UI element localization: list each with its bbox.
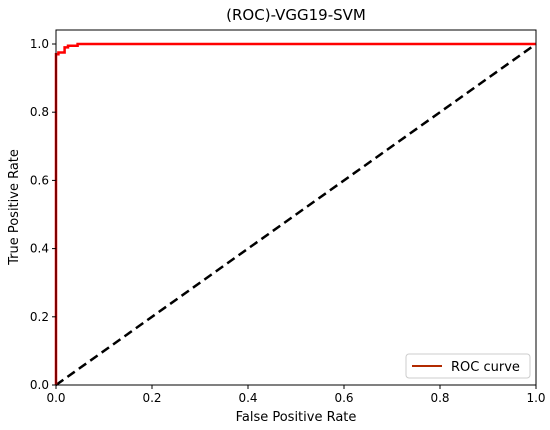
roc-curve-line: [54, 42, 536, 385]
x-axis-label: False Positive Rate: [236, 410, 357, 425]
series-layer: [54, 42, 537, 387]
y-tick-label: 0.0: [30, 378, 49, 392]
x-tick-label: 1.0: [526, 391, 545, 405]
x-axis-ticks: 0.0 0.2 0.4 0.6 0.8 1.0: [46, 385, 546, 405]
legend-label-roc-curve: ROC curve: [451, 360, 520, 375]
chart-title: (ROC)-VGG19-SVM: [226, 6, 366, 24]
legend-box: [405, 353, 531, 379]
y-tick-label: 1.0: [30, 37, 49, 51]
y-tick-label: 0.8: [30, 105, 49, 119]
y-tick-label: 0.6: [30, 173, 49, 187]
plot-area: [54, 29, 537, 387]
plot-frame: [55, 29, 537, 386]
chance-line: [55, 42, 537, 387]
y-tick-label: 0.2: [30, 310, 49, 324]
x-tick-label: 0.6: [334, 391, 353, 405]
x-tick-label: 0.2: [142, 391, 161, 405]
x-tick-label: 0.4: [238, 391, 257, 405]
x-tick-label: 0.0: [46, 391, 65, 405]
y-axis-ticks: 0.0 0.2 0.4 0.6 0.8 1.0: [30, 37, 56, 392]
x-tick-label: 0.8: [430, 391, 449, 405]
legend: ROC curve: [405, 353, 531, 379]
y-tick-label: 0.4: [30, 242, 49, 256]
y-axis-label: True Positive Rate: [7, 149, 22, 266]
